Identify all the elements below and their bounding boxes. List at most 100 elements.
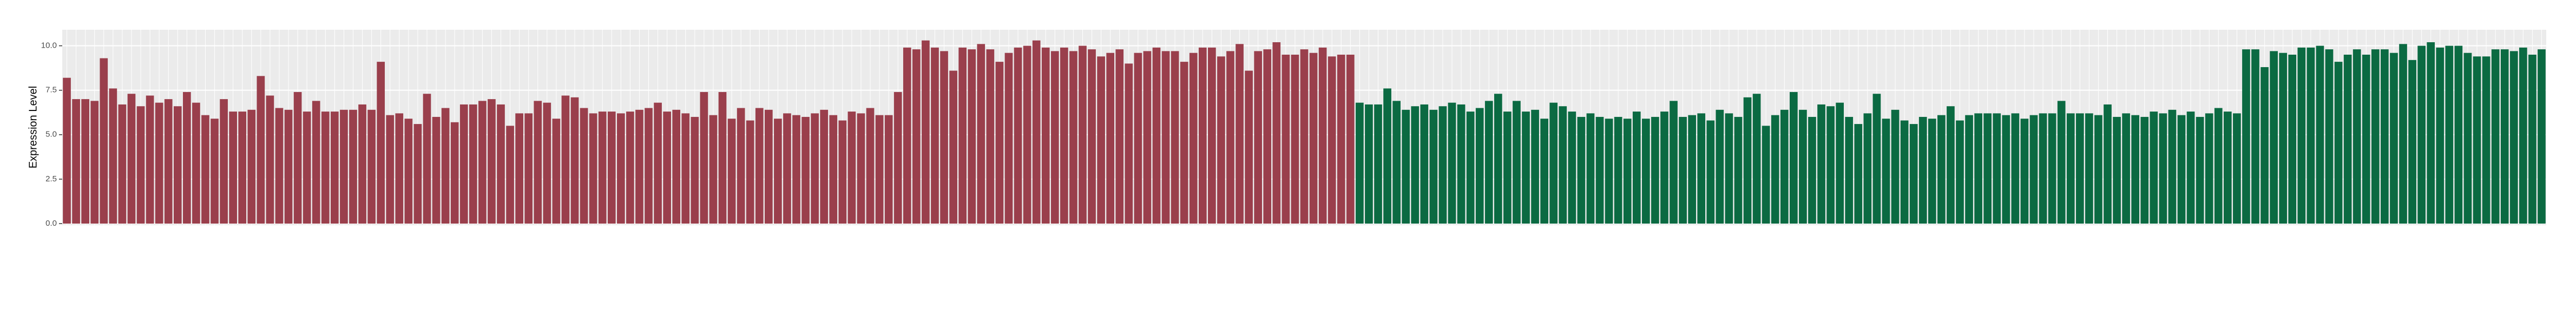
bar [1790,91,1798,224]
bar [2528,54,2536,224]
bar [2168,109,2177,224]
bar [2519,47,2527,224]
bar [1328,56,1336,224]
bar [1125,63,1133,224]
bar [1549,102,1558,224]
bar [478,101,487,224]
bar [857,113,865,224]
bar [1448,102,1456,224]
bar [2159,113,2167,224]
bar [2002,115,2010,224]
bar [755,108,764,224]
bar [506,126,514,224]
bar [395,113,404,224]
bar [386,115,395,224]
bar [432,116,441,224]
bar [1152,47,1161,224]
bar [2408,60,2416,224]
bar [1420,104,1429,224]
bar [257,76,265,224]
bar [746,120,754,224]
bar [1356,102,1364,224]
bar [561,95,570,224]
bar [838,120,847,224]
bar [497,104,505,224]
bar [90,101,99,224]
bar [284,109,293,224]
bar [1282,54,1290,224]
bar [1697,113,1706,224]
bar [1079,45,1087,224]
bar [2417,45,2426,224]
bar [1540,119,1548,224]
bar [2177,115,2186,224]
bar [358,104,366,224]
bar [922,40,930,224]
bar [247,109,256,224]
bar [2122,113,2130,224]
bar [709,115,718,224]
bar [1226,51,1234,224]
bar [1318,47,1327,224]
bar [2214,108,2223,224]
bar [718,91,727,224]
bar [515,113,523,224]
bar [875,115,884,224]
bar [1161,51,1170,224]
y-tick-label: 0.0 [45,219,57,228]
bar [2436,47,2444,224]
bar [1365,104,1373,224]
bar [1115,49,1124,224]
bar [2011,113,2020,224]
bar [1965,115,1973,224]
bar [1466,112,1475,224]
bar [580,108,588,224]
bar [616,113,625,224]
bar [931,47,939,224]
bar [2381,49,2389,224]
bar [2205,113,2213,224]
bar [912,49,921,224]
bar [1993,113,2001,224]
bar [1023,45,1031,224]
bar [570,97,579,224]
bar [2343,54,2352,224]
bar [2094,115,2102,224]
bar [1734,116,1743,224]
bar [2390,53,2398,224]
bar [1004,53,1013,224]
bar [1983,113,1992,224]
bar [136,106,145,224]
bar [2500,49,2509,224]
bar [81,99,89,224]
bar [2140,116,2149,224]
bar [2316,45,2324,224]
bar [1660,112,1668,224]
bar [764,109,773,224]
bar [792,115,800,224]
bar [2150,112,2158,224]
bar [469,104,477,224]
bar [2223,112,2232,224]
bar [1568,112,1576,224]
bar [534,101,542,224]
bar [893,91,902,224]
bar [1900,120,1909,224]
bar [1826,106,1835,224]
bar [2509,51,2518,224]
bar [2352,49,2361,224]
bar [1263,49,1272,224]
y-tick-label: 10.0 [41,41,57,50]
bar [2325,49,2334,224]
bar [1484,101,1493,224]
bar [672,109,681,224]
bar [1402,109,1410,224]
bar [552,119,561,224]
bar [2085,113,2093,224]
bar [459,104,468,224]
bar [1762,126,1770,224]
bar [183,91,191,224]
bar [211,119,219,224]
